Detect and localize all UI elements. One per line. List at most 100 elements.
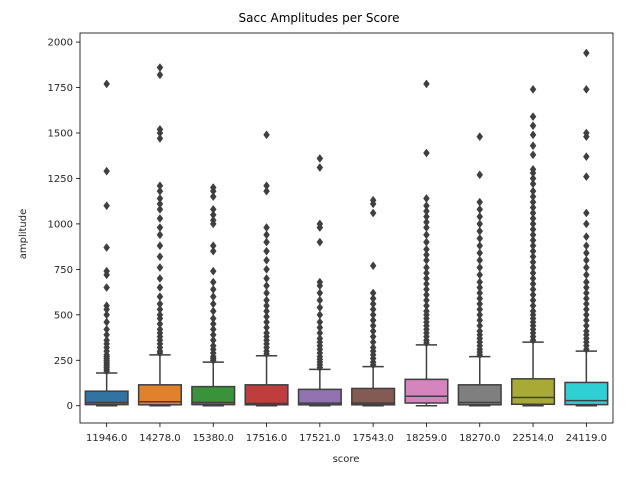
- box-iqr: [297, 388, 342, 406]
- outlier-point: [423, 244, 430, 254]
- x-tick-label: 17543.0: [352, 433, 393, 444]
- outlier-point: [316, 237, 324, 247]
- outlier-point: [529, 174, 537, 183]
- outlier-point: [209, 314, 217, 323]
- outlier-point: [369, 288, 377, 298]
- outlier-point: [529, 257, 537, 267]
- outlier-point: [529, 290, 537, 300]
- outlier-point: [476, 132, 484, 142]
- box-24119.0: [564, 48, 609, 407]
- y-tick-label: 2000: [48, 38, 73, 49]
- box-iqr: [457, 384, 502, 406]
- outlier-point: [103, 79, 110, 89]
- outlier-point: [316, 154, 324, 163]
- outlier-point: [423, 212, 430, 222]
- outlier-point: [529, 150, 537, 160]
- outlier-point: [529, 246, 537, 256]
- outlier-point: [263, 130, 270, 140]
- outlier-point: [529, 192, 537, 202]
- outlier-point: [529, 274, 537, 283]
- outlier-point: [103, 317, 110, 327]
- outlier-point: [209, 277, 217, 287]
- outlier-point: [423, 223, 430, 232]
- box-iqr: [244, 384, 289, 406]
- outlier-point: [316, 219, 324, 229]
- outlier-point: [263, 328, 270, 338]
- outlier-point: [583, 172, 590, 182]
- outlier-point: [369, 326, 377, 336]
- outlier-point: [583, 315, 590, 325]
- outlier-point: [369, 321, 377, 331]
- outlier-point: [369, 315, 377, 325]
- box-iqr: [137, 384, 183, 406]
- plot-frame: [79, 32, 614, 424]
- outlier-point: [476, 255, 484, 265]
- box-17543.0: [351, 195, 396, 407]
- outlier-point: [209, 324, 217, 334]
- box-15380.0: [191, 183, 236, 407]
- outlier-point: [583, 128, 590, 138]
- outlier-point: [529, 241, 537, 251]
- outlier-point: [583, 263, 590, 272]
- outlier-point: [209, 335, 217, 345]
- outlier-point: [529, 235, 537, 245]
- outlier-point: [476, 310, 484, 320]
- box-17516.0: [244, 130, 289, 407]
- outlier-point: [369, 332, 377, 342]
- outlier-point: [423, 230, 430, 240]
- x-axis-label: score: [333, 454, 360, 465]
- y-axis: 0 250 500 750 1000 1250 1500 1750 2000: [48, 38, 80, 412]
- outlier-point: [316, 295, 324, 305]
- outlier-point: [529, 197, 537, 207]
- outlier-point: [583, 84, 590, 94]
- x-tick-label: 24119.0: [566, 433, 607, 444]
- x-tick-label: 17516.0: [246, 433, 287, 444]
- outlier-point: [423, 301, 430, 311]
- outlier-point: [316, 288, 324, 298]
- outlier-point: [476, 277, 484, 287]
- outlier-point: [529, 301, 537, 311]
- outlier-point: [583, 219, 590, 229]
- box-17521.0: [297, 154, 342, 407]
- outlier-point: [369, 208, 377, 218]
- outlier-point: [209, 330, 217, 340]
- outlier-point: [529, 224, 537, 234]
- outlier-point: [583, 310, 590, 320]
- outlier-point: [476, 326, 484, 336]
- box-iqr: [564, 381, 609, 406]
- outlier-point: [156, 310, 164, 320]
- x-axis: 11946.0 14278.0 15380.0 17516.0 17521.0 17543…: [86, 423, 607, 444]
- outlier-point: [529, 306, 537, 316]
- outlier-point: [263, 230, 270, 240]
- outlier-point: [369, 195, 377, 205]
- outlier-point: [583, 152, 590, 162]
- outlier-point: [209, 292, 217, 302]
- outlier-point: [476, 288, 484, 298]
- box-iqr: [510, 378, 556, 406]
- outlier-point: [476, 321, 484, 331]
- x-tick-label: 14278.0: [139, 433, 180, 444]
- outlier-point: [209, 246, 217, 256]
- outlier-point: [423, 295, 430, 305]
- outlier-point: [103, 324, 110, 334]
- outlier-point: [476, 315, 484, 325]
- outlier-point: [156, 194, 164, 203]
- outlier-point: [263, 306, 270, 316]
- outlier-point: [529, 208, 537, 218]
- outlier-point: [263, 223, 270, 232]
- outlier-point: [583, 270, 590, 280]
- outlier-point: [209, 266, 217, 276]
- outlier-point: [476, 170, 484, 180]
- box-iqr: [191, 385, 236, 406]
- plot-area: [79, 32, 614, 424]
- outlier-point: [423, 255, 430, 265]
- y-tick-label: 500: [54, 310, 73, 321]
- outlier-point: [423, 148, 430, 158]
- outlier-point: [423, 201, 430, 211]
- outlier-point: [209, 341, 217, 351]
- outlier-point: [209, 204, 217, 214]
- outlier-point: [103, 301, 110, 311]
- outlier-point: [156, 252, 164, 262]
- outlier-point: [583, 248, 590, 258]
- y-tick-label: 1750: [48, 83, 73, 94]
